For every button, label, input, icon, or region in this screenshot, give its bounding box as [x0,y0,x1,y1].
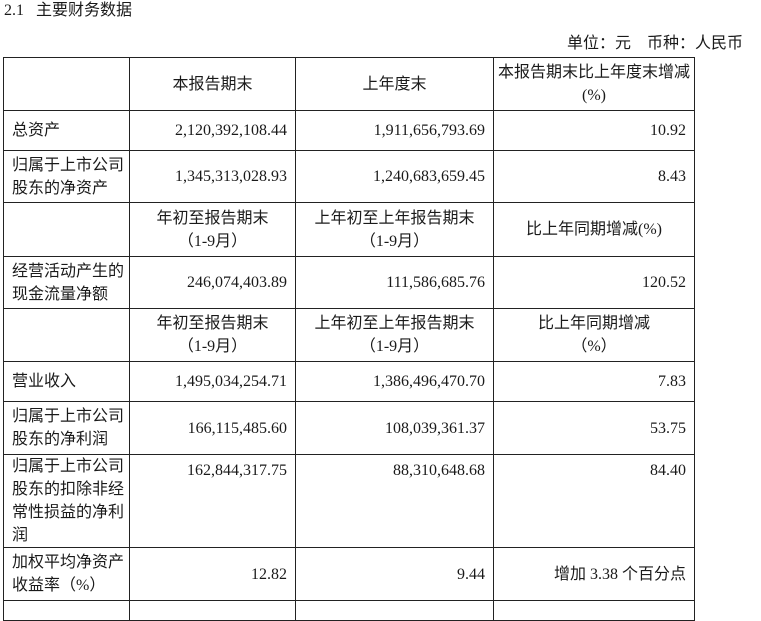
row-label: 加权平均净资产收益率（%） [3,547,130,601]
row-label: 总资产 [3,110,130,151]
header-cell [3,308,130,362]
table-header-row: 年初至报告期末（1-9月） 上年初至上年报告期末（1-9月） 比上年同期增减(%… [3,202,695,257]
value-cell: 8.43 [493,150,695,203]
header-cell: 本报告期末比上年度末增减(%) [493,57,695,111]
value-cell: 108,039,361.37 [295,401,494,455]
header-cell: 年初至报告期末（1-9月） [129,308,296,362]
header-cell: 年初至报告期末（1-9月） [129,202,296,257]
section-heading: 2.1 主要财务数据 [4,0,132,22]
value-cell: 2,120,392,108.44 [129,110,296,151]
section-title: 主要财务数据 [36,2,133,19]
value-cell: 162,844,317.75 [129,454,296,548]
value-cell: 246,074,403.89 [129,256,296,309]
table-row: 归属于上市公司股东的扣除非经常性损益的净利润 162,844,317.75 88… [3,454,695,548]
table-row: 加权平均净资产收益率（%） 12.82 9.44 增加 3.38 个百分点 [3,547,695,601]
header-cell [3,202,130,257]
value-cell: 88,310,648.68 [295,454,494,548]
row-label: 归属于上市公司股东的扣除非经常性损益的净利润 [3,454,130,548]
table-row: 归属于上市公司股东的净利润 166,115,485.60 108,039,361… [3,401,695,455]
header-cell: 本报告期末 [129,57,296,111]
row-label: 归属于上市公司股东的净利润 [3,401,130,455]
table-row: 营业收入 1,495,034,254.71 1,386,496,470.70 7… [3,361,695,402]
value-cell: 120.52 [493,256,695,309]
table-row: 总资产 2,120,392,108.44 1,911,656,793.69 10… [3,110,695,151]
value-cell: 166,115,485.60 [129,401,296,455]
section-number: 2.1 [4,2,24,19]
value-cell: 111,586,685.76 [295,256,494,309]
unit-note: 单位：元 币种：人民币 [566,35,743,52]
value-cell: 1,495,034,254.71 [129,361,296,402]
value-cell: 1,240,683,659.45 [295,150,494,203]
row-label: 经营活动产生的现金流量净额 [3,256,130,309]
header-cell: 比上年同期增减（%） [493,308,695,362]
value-cell: 1,345,313,028.93 [129,150,296,203]
table-header-row: 本报告期末 上年度末 本报告期末比上年度末增减(%) [3,57,695,111]
value-cell: 9.44 [295,547,494,601]
row-label: 归属于上市公司股东的净资产 [3,150,130,203]
header-cell: 上年初至上年报告期末（1-9月） [295,308,494,362]
financial-data-table: 本报告期末 上年度末 本报告期末比上年度末增减(%) 总资产 2,120,392… [3,57,695,621]
value-cell: 1,911,656,793.69 [295,110,494,151]
value-cell: 1,386,496,470.70 [295,361,494,402]
header-cell: 上年度末 [295,57,494,111]
value-cell: 增加 3.38 个百分点 [493,547,695,601]
table-row: 经营活动产生的现金流量净额 246,074,403.89 111,586,685… [3,256,695,309]
header-cell: 上年初至上年报告期末（1-9月） [295,202,494,257]
table-row-partial [3,600,695,621]
table-row: 归属于上市公司股东的净资产 1,345,313,028.93 1,240,683… [3,150,695,203]
value-cell: 12.82 [129,547,296,601]
value-cell: 84.40 [493,454,695,548]
header-cell [3,57,130,111]
header-cell: 比上年同期增减(%) [493,202,695,257]
value-cell: 53.75 [493,401,695,455]
value-cell: 7.83 [493,361,695,402]
value-cell: 10.92 [493,110,695,151]
table-header-row: 年初至报告期末（1-9月） 上年初至上年报告期末（1-9月） 比上年同期增减（%… [3,308,695,362]
row-label: 营业收入 [3,361,130,402]
